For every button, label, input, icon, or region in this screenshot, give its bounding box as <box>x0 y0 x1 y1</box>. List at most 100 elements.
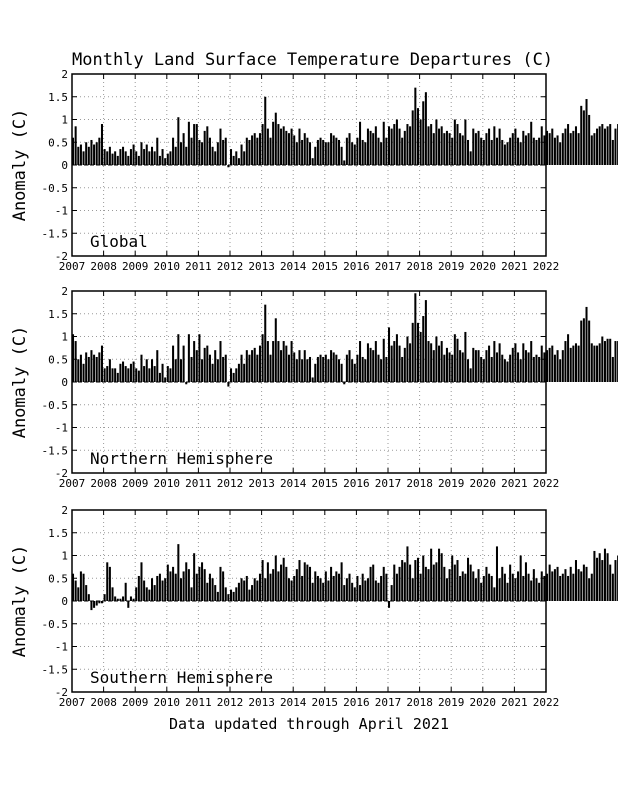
bar <box>287 133 290 165</box>
bar <box>477 130 480 165</box>
bar <box>430 124 433 165</box>
bar <box>461 571 464 601</box>
bar <box>169 571 172 601</box>
bar <box>280 564 283 601</box>
bar <box>324 142 327 165</box>
bar <box>509 354 512 382</box>
bar <box>419 331 422 382</box>
bar <box>482 139 485 165</box>
bar <box>369 566 372 601</box>
bar <box>222 571 225 601</box>
bar <box>248 589 251 601</box>
bar <box>285 130 288 165</box>
x-tick-label: 2021 <box>501 260 528 273</box>
bar <box>145 587 148 601</box>
bar <box>143 366 146 382</box>
bar <box>469 564 472 601</box>
bar <box>369 130 372 165</box>
bar <box>503 359 506 382</box>
bar <box>327 142 330 165</box>
bar <box>522 575 525 601</box>
bar <box>440 126 443 165</box>
bar <box>348 350 351 382</box>
bar <box>190 356 193 382</box>
bar <box>335 571 338 601</box>
bar <box>564 569 567 601</box>
bar <box>187 334 190 382</box>
bar <box>177 544 180 601</box>
bar <box>77 359 80 382</box>
bar <box>451 137 454 165</box>
bar <box>464 119 467 165</box>
y-axis-label: Anomaly (C) <box>10 545 30 658</box>
bar <box>280 128 283 165</box>
bar <box>116 155 119 165</box>
bar <box>401 356 404 382</box>
bar <box>414 293 417 382</box>
bar <box>388 327 391 382</box>
bar <box>327 580 330 601</box>
bar <box>614 560 617 601</box>
bar <box>574 343 577 382</box>
bar <box>366 128 369 165</box>
bar <box>553 569 556 601</box>
bar <box>556 350 559 382</box>
bar <box>609 338 612 382</box>
bar <box>290 580 293 601</box>
bar <box>140 562 143 601</box>
bar <box>495 546 498 601</box>
bar <box>243 580 246 601</box>
bar <box>401 137 404 165</box>
bar <box>517 137 520 165</box>
x-tick-label: 2012 <box>217 260 244 273</box>
bar <box>538 582 541 601</box>
bar <box>527 573 530 601</box>
x-tick-label: 2022 <box>533 260 560 273</box>
bar <box>316 356 319 382</box>
bar <box>572 573 575 601</box>
bar <box>506 361 509 382</box>
bar <box>445 578 448 601</box>
bar <box>395 334 398 382</box>
bar <box>451 555 454 601</box>
bar <box>585 99 588 165</box>
bar <box>477 569 480 601</box>
bar <box>301 575 304 601</box>
x-tick-label: 2011 <box>185 260 212 273</box>
bar <box>77 146 80 165</box>
bar <box>403 562 406 601</box>
bar <box>485 566 488 601</box>
bar <box>100 345 103 382</box>
bar <box>295 569 298 601</box>
bar <box>361 573 364 601</box>
bar <box>287 578 290 601</box>
bar <box>143 580 146 601</box>
y-tick-label: 2 <box>61 504 68 517</box>
bar <box>151 578 154 601</box>
bar <box>567 334 570 382</box>
bar <box>282 341 285 382</box>
bar <box>135 368 138 382</box>
bar <box>480 582 483 601</box>
bar <box>208 137 211 165</box>
bar <box>546 350 549 382</box>
bar <box>245 575 248 601</box>
bar <box>411 110 414 165</box>
bar <box>424 566 427 601</box>
panel-label: Southern Hemisphere <box>90 668 273 687</box>
bar <box>448 569 451 601</box>
bar <box>577 345 580 382</box>
bar <box>172 137 175 165</box>
y-tick-label: 1.5 <box>48 308 68 321</box>
bar <box>103 149 106 165</box>
bar <box>564 128 567 165</box>
x-tick-label: 2022 <box>533 696 560 709</box>
bar <box>498 343 501 382</box>
x-tick-label: 2012 <box>217 696 244 709</box>
bar <box>598 343 601 382</box>
bar <box>422 555 425 601</box>
bar <box>227 594 230 601</box>
bar <box>224 587 227 601</box>
bar <box>390 585 393 601</box>
